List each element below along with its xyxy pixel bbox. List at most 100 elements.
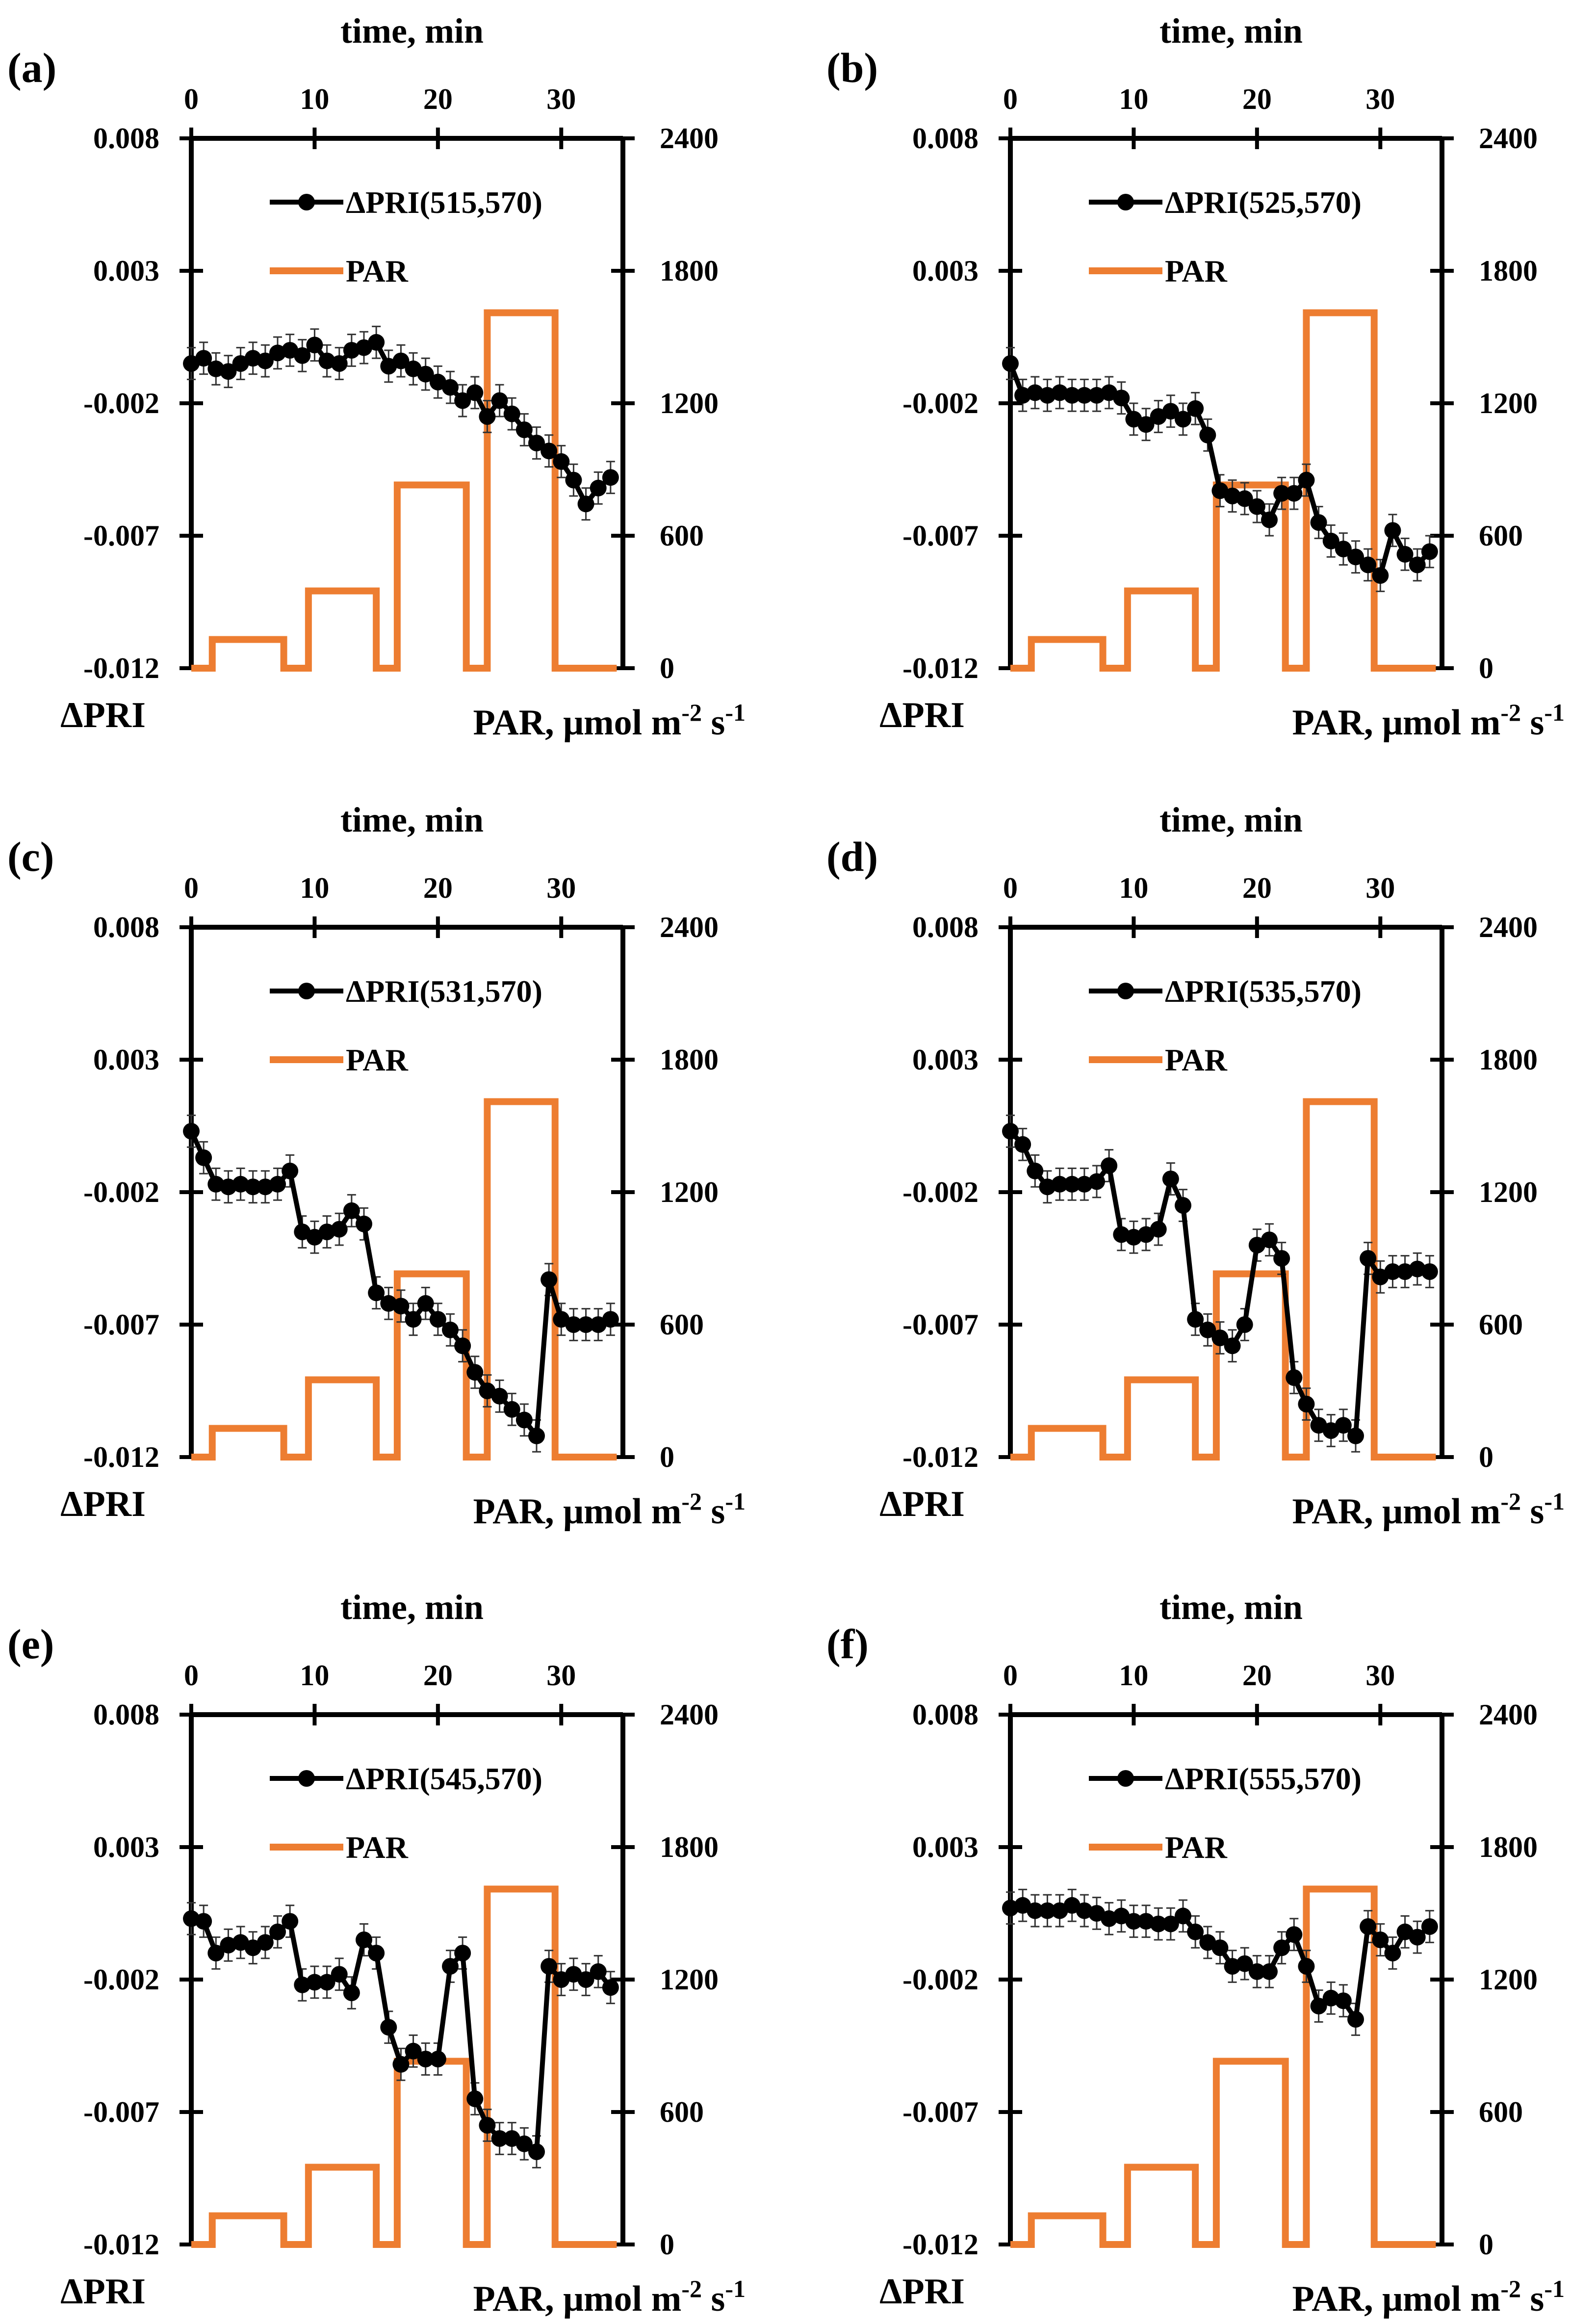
- pri-data-point: [368, 1284, 385, 1302]
- pri-data-point: [306, 1974, 323, 1991]
- right-tick-label: 600: [1479, 2096, 1523, 2128]
- pri-data-point: [1076, 387, 1093, 404]
- pri-data-point: [1137, 416, 1155, 433]
- right-tick-label: 2400: [660, 1698, 719, 1731]
- pri-data-point: [1298, 1396, 1315, 1412]
- par-series-line: [191, 1098, 617, 1461]
- pri-data-point: [405, 1311, 422, 1328]
- pri-data-point: [479, 408, 496, 425]
- pri-data-point: [1211, 1939, 1229, 1957]
- right-tick-label: 0: [660, 1441, 674, 1473]
- left-tick-label: 0.008: [912, 1698, 978, 1731]
- right-tick-label: 1200: [1479, 387, 1538, 419]
- pri-data-point: [1187, 1311, 1204, 1328]
- left-tick-label: -0.012: [83, 652, 159, 684]
- right-tick-label: 1800: [1479, 1044, 1538, 1076]
- right-tick-label: 1200: [1479, 1176, 1538, 1208]
- pri-data-point: [466, 1364, 484, 1381]
- legend-par-label: PAR: [1165, 1830, 1228, 1865]
- legend-pri-label: ΔPRI(525,570): [1165, 185, 1362, 220]
- x-tick-label: 30: [546, 83, 576, 115]
- pri-data-point: [1335, 1992, 1352, 2009]
- pri-data-point: [1150, 1915, 1167, 1932]
- x-tick-label: 0: [184, 83, 199, 115]
- right-tick-label: 1800: [660, 1044, 719, 1076]
- pri-data-point: [1125, 1913, 1142, 1930]
- pri-data-point: [602, 1979, 619, 1996]
- pri-data-point: [1002, 1122, 1019, 1140]
- right-tick-label: 1800: [660, 1831, 719, 1863]
- panel-label: (c): [7, 833, 54, 880]
- panel-label: (a): [7, 44, 56, 91]
- pri-data-point: [331, 355, 348, 372]
- pri-data-point: [1187, 1923, 1204, 1940]
- pri-data-point: [1347, 2011, 1364, 2028]
- pri-data-point: [528, 2143, 545, 2160]
- x-tick-label: 30: [1365, 872, 1395, 904]
- pri-data-point: [294, 347, 311, 364]
- left-axis-title: ΔPRI: [879, 2271, 965, 2312]
- pri-data-point: [1347, 548, 1364, 566]
- pri-data-point: [1113, 390, 1130, 407]
- pri-data-point: [577, 1971, 594, 1988]
- pri-data-point: [503, 405, 520, 422]
- pri-data-point: [417, 2051, 434, 2067]
- pri-data-point: [1175, 1907, 1191, 1925]
- x-tick-label: 20: [1242, 872, 1272, 904]
- pri-data-point: [1063, 387, 1081, 404]
- x-tick-label: 0: [184, 872, 199, 904]
- chart-panel-a: (a) time, min 0 10 20 30 0.008 0.003 -0.002 -0.00…: [7, 11, 746, 743]
- pri-data-point: [368, 334, 385, 351]
- left-tick-label: 0.003: [912, 1044, 978, 1076]
- pri-data-point: [392, 352, 410, 369]
- pri-data-point: [1372, 567, 1389, 584]
- pri-data-point: [1150, 1221, 1167, 1238]
- pri-data-point: [577, 1316, 594, 1333]
- left-tick-label: 0.003: [912, 255, 978, 287]
- pri-data-point: [1335, 1417, 1352, 1434]
- pri-data-point: [1335, 541, 1352, 557]
- x-tick-label: 10: [300, 1659, 329, 1692]
- left-tick-label: -0.002: [83, 1176, 159, 1208]
- left-axis-title: ΔPRI: [879, 1484, 965, 1524]
- left-axis-title: ΔPRI: [60, 695, 146, 735]
- x-tick-label: 20: [423, 83, 453, 115]
- chart-panel-c: (c) time, min 0 10 20 30 0.008 0.003 -0.002 -0.00…: [7, 800, 746, 1532]
- pri-data-point: [1101, 1157, 1118, 1174]
- pri-data-point: [1286, 1369, 1303, 1386]
- pri-data-point: [331, 1221, 348, 1238]
- right-tick-label: 1800: [1479, 1831, 1538, 1863]
- right-tick-label: 0: [1479, 2228, 1493, 2261]
- pri-data-point: [1236, 1955, 1253, 1972]
- x-tick-label: 0: [1003, 1659, 1018, 1692]
- right-tick-label: 1800: [660, 255, 719, 287]
- par-series-line: [1010, 1098, 1436, 1461]
- x-tick-label: 10: [1119, 872, 1148, 904]
- par-series-line: [191, 309, 617, 672]
- pri-data-point: [429, 2051, 446, 2067]
- x-tick-label: 30: [1365, 83, 1395, 115]
- pri-data-point: [1360, 556, 1377, 574]
- pri-data-point: [1310, 1998, 1327, 2014]
- panel-label: (b): [826, 44, 878, 91]
- pri-data-point: [195, 350, 212, 367]
- pri-data-point: [515, 2135, 533, 2152]
- pri-data-point: [1261, 1963, 1278, 1980]
- x-tick-label: 20: [1242, 83, 1272, 115]
- right-tick-label: 1800: [1479, 255, 1538, 287]
- legend-pri-label: ΔPRI(515,570): [346, 185, 542, 220]
- pri-data-point: [1175, 1197, 1191, 1214]
- pri-data-point: [528, 435, 545, 451]
- pri-data-point: [405, 2042, 422, 2060]
- panel-label: (f): [826, 1620, 869, 1668]
- legend-pri-marker: [1117, 983, 1134, 999]
- left-tick-label: -0.007: [902, 2096, 978, 2128]
- pri-data-point: [442, 1958, 459, 1975]
- top-axis-title: time, min: [1159, 1588, 1303, 1627]
- x-tick-label: 0: [1003, 83, 1018, 115]
- legend-pri-marker: [1117, 1770, 1134, 1787]
- pri-data-point: [183, 1122, 200, 1140]
- pri-data-point: [1322, 532, 1339, 549]
- pri-data-point: [1261, 511, 1278, 528]
- pri-data-point: [417, 1295, 434, 1312]
